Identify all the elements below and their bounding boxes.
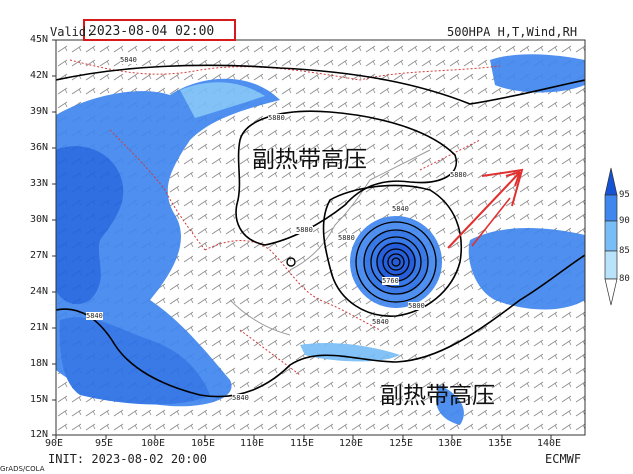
- colorbar-label: 90: [619, 216, 630, 226]
- lat-label: 21N: [30, 322, 49, 333]
- rh-colorbar: [604, 167, 618, 306]
- coastlines: [229, 149, 431, 336]
- lon-label: 95E: [95, 438, 114, 449]
- country-borders: [69, 59, 501, 376]
- contour-label: 5880: [338, 234, 355, 242]
- contour-label: 5760: [382, 277, 399, 285]
- lat-label: 36N: [30, 142, 49, 153]
- contour-label: 5840: [232, 394, 249, 402]
- lon-label: 105E: [191, 438, 216, 449]
- lon-label: 90E: [45, 438, 64, 449]
- lat-label: 27N: [30, 250, 49, 261]
- plot-frame: [55, 39, 586, 436]
- lon-label: 100E: [141, 438, 166, 449]
- lat-label: 18N: [30, 358, 49, 369]
- lon-label: 120E: [339, 438, 364, 449]
- colorbar-label: 85: [619, 246, 630, 256]
- typhoon-rings: [355, 221, 437, 303]
- small-low: [286, 257, 296, 267]
- valid-time-highlight: [83, 19, 236, 41]
- contour-label: 5840: [392, 205, 409, 213]
- lat-label: 12N: [30, 429, 49, 440]
- colorbar-label: 80: [619, 274, 630, 284]
- software-credit: GrADS/COLA: [0, 465, 45, 473]
- lon-label: 110E: [240, 438, 265, 449]
- lat-label: 15N: [30, 394, 49, 405]
- steering-arrows: [447, 168, 524, 249]
- valid-label: Valid:: [50, 25, 94, 39]
- lon-label: 130E: [438, 438, 463, 449]
- lat-label: 42N: [30, 70, 49, 81]
- lat-label: 24N: [30, 286, 49, 297]
- height-contours: [56, 64, 585, 398]
- lon-label: 140E: [537, 438, 562, 449]
- lat-label: 33N: [30, 178, 49, 189]
- contour-label: 5840: [86, 312, 103, 320]
- contour-label: 5880: [268, 114, 285, 122]
- ticks: [52, 39, 552, 439]
- valid-time: 2023-08-04 02:00: [89, 24, 215, 39]
- lat-label: 30N: [30, 214, 49, 225]
- product-title: 500HPA H,T,Wind,RH: [447, 25, 578, 39]
- lon-label: 115E: [290, 438, 315, 449]
- subtropical-high-label-north: 副热带高压: [252, 147, 367, 173]
- contour-label: 5840: [120, 56, 137, 64]
- contour-label: 5880: [450, 171, 467, 179]
- contour-label: 5840: [372, 318, 389, 326]
- lon-label: 135E: [488, 438, 513, 449]
- contour-label: 5880: [296, 226, 313, 234]
- lon-label: 125E: [389, 438, 414, 449]
- model-name: ECMWF: [545, 452, 582, 466]
- lat-label: 45N: [30, 34, 49, 45]
- subtropical-high-label-south: 副热带高压: [380, 383, 495, 409]
- colorbar-label: 95: [619, 190, 630, 200]
- lat-label: 39N: [30, 106, 49, 117]
- contour-label: 5800: [408, 302, 425, 310]
- init-time: INIT: 2023-08-02 20:00: [48, 452, 207, 466]
